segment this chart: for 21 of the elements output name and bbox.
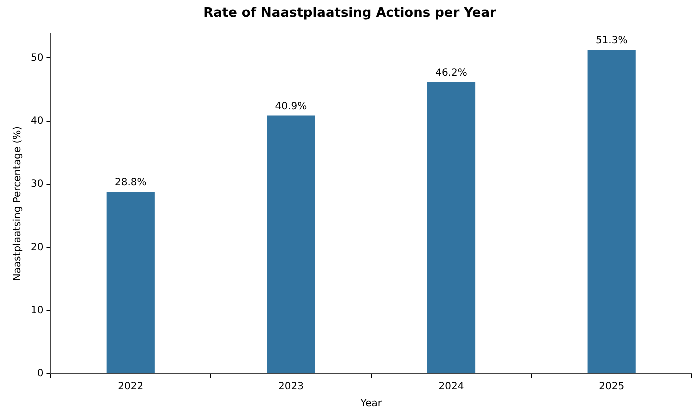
bar	[427, 82, 476, 374]
bar	[267, 116, 316, 374]
y-tick-label: 10	[30, 305, 44, 316]
bar	[588, 50, 636, 374]
data-label: 28.8%	[114, 178, 147, 189]
y-tick-label: 50	[30, 52, 44, 64]
y-tick-label: 0	[37, 368, 44, 380]
x-tick-label: 2024	[438, 382, 464, 393]
y-tick-label: 30	[30, 179, 44, 190]
data-label: 46.2%	[436, 68, 468, 79]
y-tick-label: 20	[30, 242, 44, 254]
y-axis-title: Naastplaatsing Percentage (%)	[12, 126, 24, 282]
y-tick-label: 40	[30, 116, 44, 127]
x-tick-label: 2022	[118, 382, 144, 393]
data-label: 40.9%	[275, 101, 308, 112]
x-tick-label: 2025	[599, 382, 625, 393]
data-label: 51.3%	[596, 36, 628, 47]
chart-title: Rate of Naastplaatsing Actions per Year	[204, 6, 497, 22]
x-axis-title: Year	[360, 398, 383, 410]
bar	[106, 192, 155, 374]
x-tick-label: 2023	[278, 382, 304, 393]
